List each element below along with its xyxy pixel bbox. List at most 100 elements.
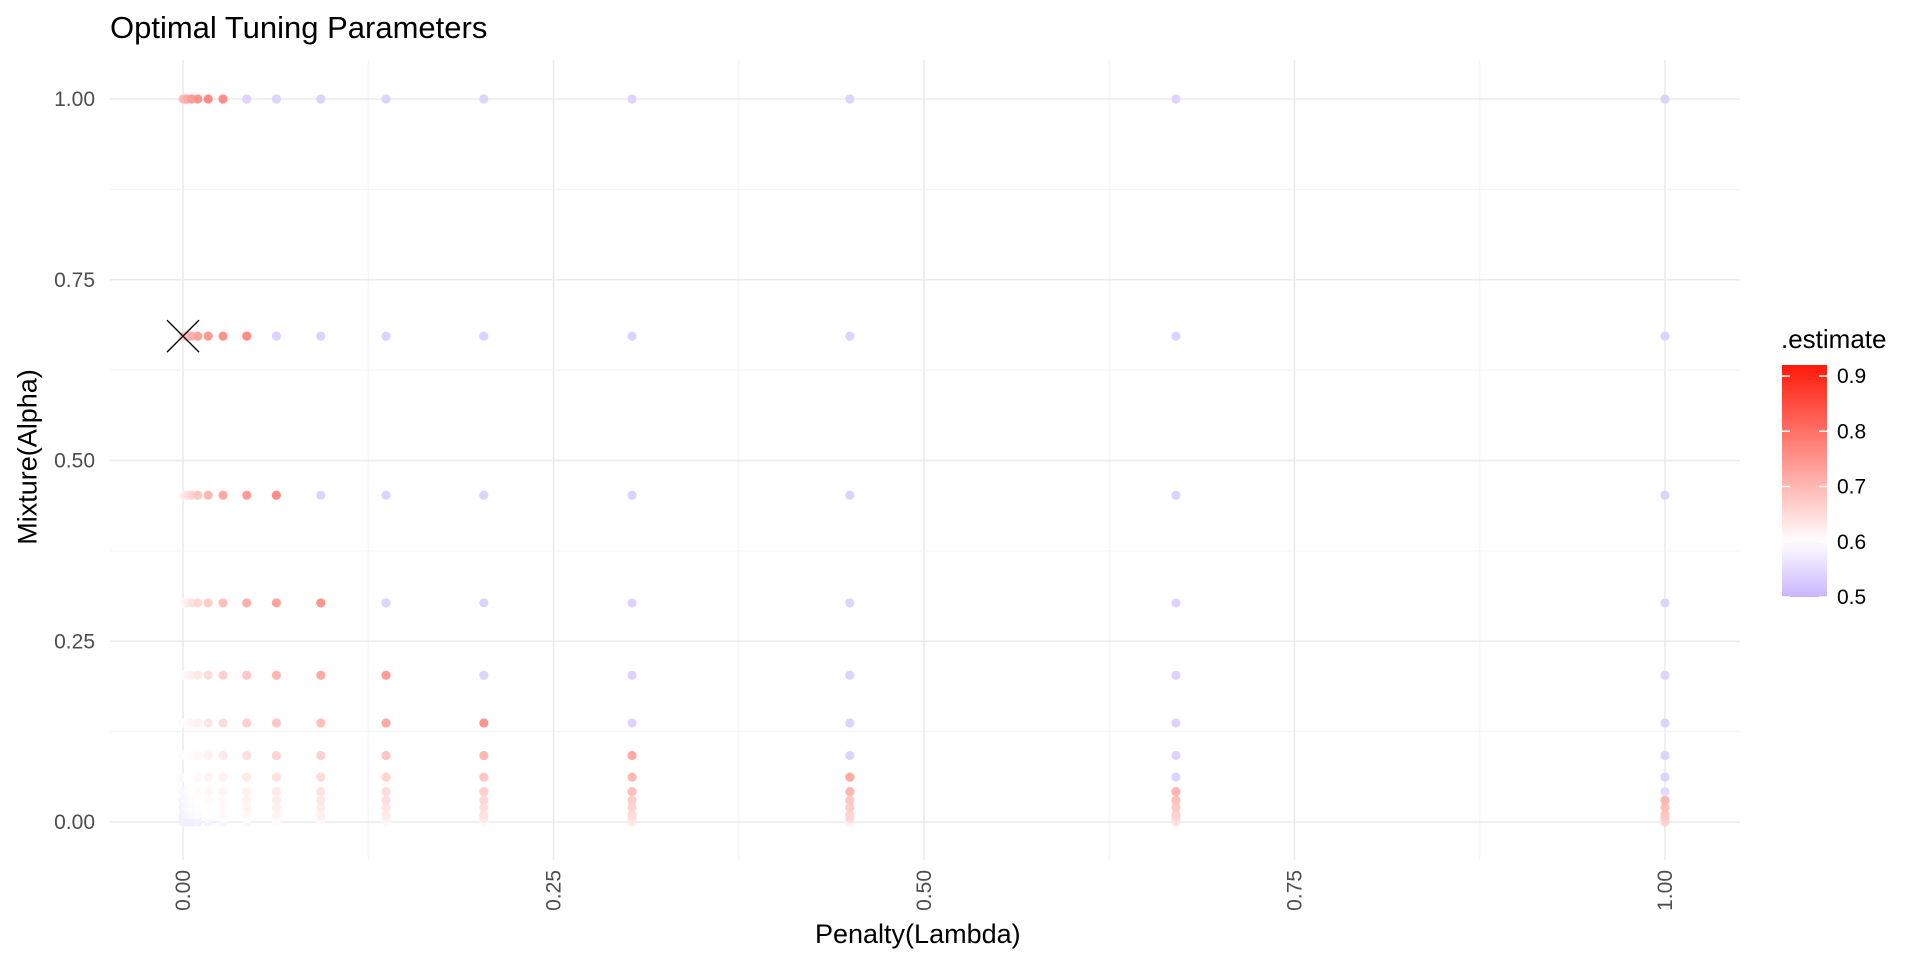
data-point xyxy=(193,331,203,341)
data-point xyxy=(242,810,252,820)
data-point xyxy=(203,750,213,761)
x-tick-label: 0.25 xyxy=(543,870,566,911)
data-point xyxy=(218,718,228,728)
data-point xyxy=(627,718,637,728)
legend-tick-label: 0.6 xyxy=(1837,531,1866,554)
data-point xyxy=(1660,490,1670,500)
data-point xyxy=(271,795,281,805)
data-point xyxy=(242,787,252,797)
data-point xyxy=(242,598,252,608)
data-point xyxy=(271,490,281,500)
data-point xyxy=(845,598,855,608)
legend-tick-label: 0.8 xyxy=(1837,420,1866,443)
data-point xyxy=(193,490,203,500)
data-point xyxy=(316,795,326,805)
best-marker-stroke xyxy=(166,319,200,353)
data-point xyxy=(203,718,213,728)
y-tick-label: 0.75 xyxy=(54,269,95,292)
data-point xyxy=(479,810,489,820)
data-point xyxy=(1171,750,1181,761)
data-point xyxy=(845,810,855,820)
data-point xyxy=(1660,670,1670,680)
data-point xyxy=(218,810,228,820)
legend-title: .estimate xyxy=(1781,324,1887,354)
data-point xyxy=(1171,718,1181,728)
data-point xyxy=(316,94,326,104)
data-point xyxy=(479,772,489,782)
data-point xyxy=(218,331,228,341)
data-point xyxy=(381,772,391,782)
data-point xyxy=(1660,750,1670,761)
data-point xyxy=(479,94,489,104)
data-point xyxy=(479,718,489,728)
data-point xyxy=(845,670,855,680)
data-point xyxy=(271,331,281,341)
data-point xyxy=(1171,598,1181,608)
data-point xyxy=(845,490,855,500)
data-point xyxy=(1660,94,1670,104)
data-point xyxy=(845,94,855,104)
data-point xyxy=(316,598,326,608)
data-point xyxy=(242,718,252,728)
data-point xyxy=(845,750,855,761)
data-point xyxy=(271,670,281,680)
chart-title: Optimal Tuning Parameters xyxy=(110,10,488,45)
data-point xyxy=(1171,670,1181,680)
data-point xyxy=(381,94,391,104)
data-point xyxy=(1660,772,1670,782)
data-point xyxy=(242,772,252,782)
data-point xyxy=(316,490,326,500)
data-point xyxy=(479,670,489,680)
data-point xyxy=(316,750,326,761)
data-point xyxy=(1171,772,1181,782)
x-tick-label: 0.00 xyxy=(172,870,195,911)
data-point xyxy=(218,772,228,782)
y-tick-label: 0.25 xyxy=(54,630,95,653)
data-point xyxy=(627,802,637,813)
data-point xyxy=(193,750,203,761)
data-point xyxy=(218,598,228,608)
legend-tick-label: 0.9 xyxy=(1837,365,1866,388)
data-point xyxy=(845,802,855,813)
data-point xyxy=(1171,810,1181,820)
x-tick-label: 0.75 xyxy=(1284,870,1307,911)
data-point xyxy=(242,795,252,805)
data-point xyxy=(271,787,281,797)
data-point xyxy=(1171,490,1181,500)
data-point xyxy=(193,670,203,680)
data-point xyxy=(218,750,228,761)
data-point xyxy=(193,598,203,608)
data-point xyxy=(1660,598,1670,608)
data-point xyxy=(479,490,489,500)
data-point xyxy=(381,670,391,680)
data-point xyxy=(242,750,252,761)
data-point xyxy=(845,718,855,728)
data-point xyxy=(1660,331,1670,341)
data-point xyxy=(203,772,213,782)
data-point xyxy=(845,331,855,341)
data-point xyxy=(218,802,228,813)
data-point xyxy=(1660,795,1670,805)
y-tick-label: 0.00 xyxy=(54,811,95,834)
data-point xyxy=(242,670,252,680)
data-point xyxy=(218,94,228,104)
data-point xyxy=(381,490,391,500)
data-point xyxy=(1660,718,1670,728)
data-point xyxy=(381,795,391,805)
data-point xyxy=(242,94,252,104)
data-point xyxy=(242,331,252,341)
x-tick-label: 0.50 xyxy=(913,870,936,911)
data-point xyxy=(203,802,213,813)
data-point xyxy=(1660,802,1670,813)
data-point xyxy=(627,810,637,820)
data-point xyxy=(193,787,203,797)
x-axis-title: Penalty(Lambda) xyxy=(815,919,1021,949)
data-point xyxy=(193,94,203,104)
data-point xyxy=(627,787,637,797)
data-point xyxy=(479,598,489,608)
data-point xyxy=(203,795,213,805)
data-point xyxy=(479,331,489,341)
data-point xyxy=(218,787,228,797)
data-point xyxy=(193,795,203,805)
